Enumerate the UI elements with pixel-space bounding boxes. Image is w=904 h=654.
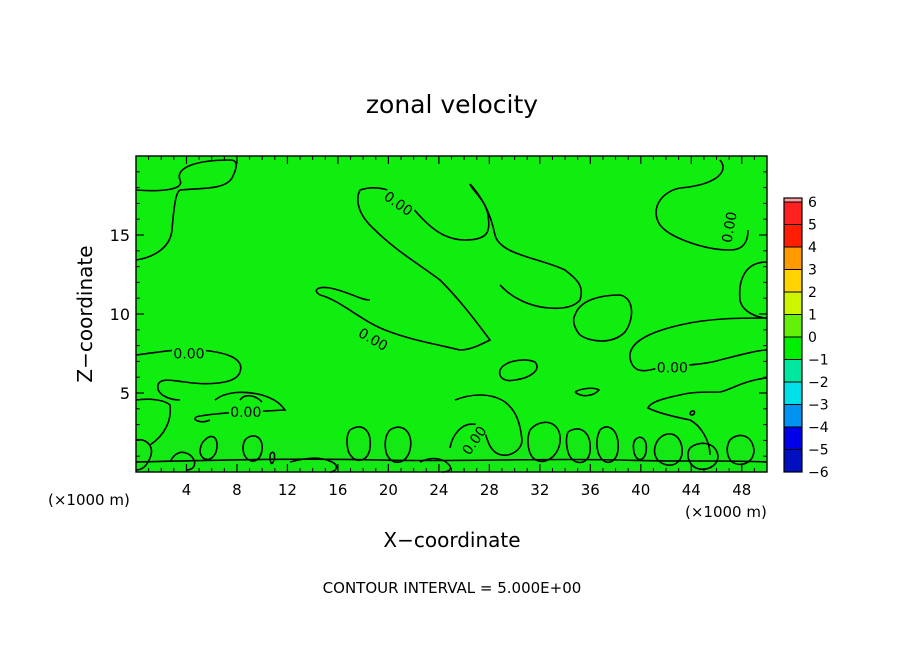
colorbar-bin [784, 337, 802, 360]
x-tick-label: 16 [328, 481, 347, 499]
colorbar-label: −5 [808, 443, 829, 459]
colorbar-label: 1 [808, 308, 817, 324]
velocity-field [136, 156, 767, 472]
zero-contour [655, 159, 749, 251]
zero-contour [194, 391, 287, 423]
x-axis-ticks: 4 8 12 16 20 24 28 32 36 40 44 48 [148, 156, 755, 499]
y-tick-label: 10 [110, 305, 130, 324]
x-tick-label: 12 [278, 481, 297, 499]
colorbar-bin [784, 427, 802, 450]
contour-label-bg [228, 403, 263, 418]
colorbar-label: −6 [808, 465, 829, 481]
y-tick-label: 5 [120, 384, 130, 403]
colorbar-bin [784, 292, 802, 315]
y-tick-label: 15 [110, 226, 130, 245]
plot-area: 0.000.000.000.000.000.000.00 4 8 12 16 20 24 2… [110, 155, 768, 499]
zero-contour [315, 189, 492, 351]
x-tick-label: 32 [530, 481, 549, 499]
x-unit-label-left: (×1000 m) [48, 491, 130, 509]
zero-contour [169, 451, 196, 471]
x-tick-label: 24 [429, 481, 448, 499]
zero-contour [449, 394, 523, 456]
colorbar-label: 0 [808, 330, 817, 346]
colorbar-bin [784, 314, 802, 338]
surface-layer [136, 440, 767, 472]
zero-contour [629, 317, 768, 372]
x-unit-label-right: (×1000 m) [685, 503, 767, 521]
contour-label-bg [655, 359, 690, 374]
zero-contour [574, 387, 601, 397]
zero-contour [687, 442, 719, 471]
zero-contour [135, 159, 238, 192]
colorbar-label: 2 [808, 285, 817, 301]
colorbar-bin [784, 198, 802, 202]
contour-label-bg [381, 187, 418, 219]
zero-contour [565, 428, 591, 464]
zero-contour [738, 261, 768, 319]
colorbar-bin [784, 247, 802, 270]
colorbar-label: −3 [808, 398, 829, 414]
x-tick-label: 28 [480, 481, 499, 499]
zero-contour [135, 398, 172, 446]
contour-interval-note: CONTOUR INTERVAL = 5.000E+00 [323, 579, 582, 597]
x-tick-label: 48 [732, 481, 751, 499]
zero-contour [199, 435, 218, 461]
chart-title: zonal velocity [366, 90, 538, 119]
colorbar-bin [784, 224, 802, 248]
zero-contour [498, 359, 538, 382]
contour-label-bg [172, 345, 207, 360]
zero-contour [689, 410, 696, 416]
colorbar-label: −4 [808, 420, 829, 436]
x-tick-label: 44 [682, 481, 701, 499]
zero-contour [653, 433, 683, 466]
colorbar-label: 5 [808, 218, 817, 234]
colorbar-label: 6 [808, 195, 817, 211]
zero-contour [135, 458, 768, 463]
x-tick-label: 36 [581, 481, 600, 499]
colorbar-label: −1 [808, 353, 829, 369]
y-axis-title: Z−coordinate [73, 245, 97, 382]
colorbar-label: 3 [808, 263, 817, 279]
x-axis-title: X−coordinate [383, 528, 520, 552]
colorbar-bin [784, 404, 802, 428]
contour-label-bg [718, 208, 739, 245]
contour-label: 0.00 [230, 405, 261, 421]
x-tick-label: 8 [232, 481, 242, 499]
contour-label: 0.00 [720, 211, 741, 244]
colorbar-bin [784, 359, 802, 383]
contour-label-bg [355, 323, 392, 353]
zero-contour [572, 294, 633, 342]
x-tick-label: 20 [379, 481, 398, 499]
zero-contour [596, 426, 619, 464]
contour-label: 0.00 [173, 347, 204, 363]
colorbar-bin [784, 269, 802, 293]
colorbar: 6 5 4 3 2 1 0 −1 −2 −3 −4 −5 −6 [783, 195, 829, 481]
colorbar-bin [784, 449, 802, 473]
zero-contour [726, 434, 755, 466]
zero-contour [632, 436, 648, 461]
x-tick-label: 4 [182, 481, 192, 499]
zero-contour [242, 435, 263, 462]
contour-label-bg [457, 421, 489, 458]
colorbar-label: −2 [808, 375, 829, 391]
zero-contour [469, 183, 583, 310]
zero-contour [527, 421, 561, 463]
zero-contour [135, 189, 181, 261]
zero-contour [135, 438, 153, 471]
colorbar-bin [784, 382, 802, 405]
y-axis-ticks: 5 10 15 [110, 171, 767, 457]
zero-contour [239, 394, 263, 403]
zero-contour [384, 426, 412, 464]
zero-contour [647, 377, 768, 456]
x-tick-label: 40 [631, 481, 650, 499]
colorbar-label: 4 [808, 240, 817, 256]
colorbar-bin [784, 202, 802, 225]
contour-label: 0.00 [657, 361, 688, 377]
